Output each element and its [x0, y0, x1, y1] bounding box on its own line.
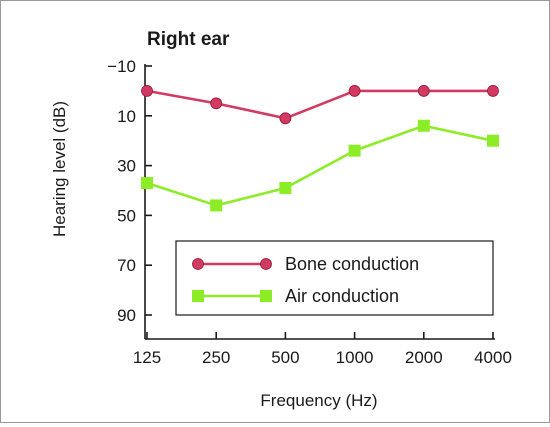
y-tick-label: 70 — [117, 256, 136, 275]
x-axis-ticks: 125 250 500 1000 2000 4000 — [133, 332, 512, 367]
air-conduction-point — [210, 199, 223, 212]
x-tick-label: 500 — [271, 348, 299, 367]
y-tick-label: −10 — [107, 57, 136, 76]
bone-conduction-point — [279, 112, 292, 125]
x-tick-label: 2000 — [405, 348, 443, 367]
y-axis-label: Hearing level (dB) — [50, 101, 69, 237]
x-tick-label: 250 — [202, 348, 230, 367]
x-axis-label: Frequency (Hz) — [260, 391, 377, 410]
series-layer — [141, 85, 499, 212]
air-conduction-point — [279, 182, 292, 195]
air-conduction-point — [417, 119, 430, 132]
y-tick-label: 50 — [117, 206, 136, 225]
legend: Bone conduction Air conduction — [175, 240, 494, 316]
air-conduction-point — [348, 144, 361, 157]
axes — [144, 64, 495, 340]
bone-conduction-point — [141, 85, 153, 97]
y-tick-label: 30 — [117, 157, 136, 176]
x-tick-label: 1000 — [336, 348, 374, 367]
air-conduction-point — [141, 177, 153, 190]
y-tick-label: 10 — [117, 107, 136, 126]
legend-box — [175, 240, 494, 316]
air-conduction-line — [146, 124, 494, 207]
y-tick-label: 90 — [117, 306, 136, 325]
x-tick-label: 4000 — [474, 348, 512, 367]
bone-conduction-point — [417, 85, 430, 97]
legend-air-conduction-marker — [192, 290, 204, 302]
bone-conduction-point — [348, 85, 361, 97]
bone-conduction-line — [146, 89, 493, 120]
legend-air-conduction-label: Air conduction — [285, 286, 399, 306]
y-axis-ticks: −10 10 30 50 70 90 — [107, 57, 152, 325]
legend-air-conduction-marker — [260, 290, 272, 302]
air-conduction-point — [487, 134, 499, 147]
legend-bone-conduction-label: Bone conduction — [285, 254, 419, 274]
legend-bone-conduction-marker — [260, 258, 272, 270]
chart-title: Right ear — [147, 29, 230, 50]
bone-conduction-point — [487, 85, 499, 97]
x-tick-label: 125 — [133, 348, 161, 367]
legend-bone-conduction-marker — [192, 258, 204, 270]
bone-conduction-point — [210, 97, 223, 110]
